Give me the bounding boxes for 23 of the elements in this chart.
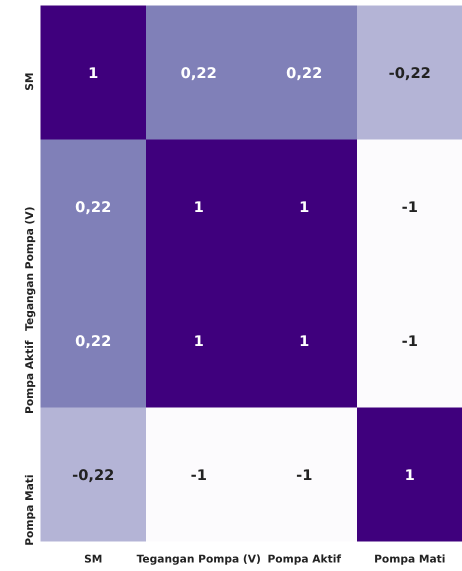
- data-label: 1: [299, 199, 310, 216]
- x-tick-label: Pompa Aktif: [268, 552, 342, 566]
- data-label: -1: [402, 199, 418, 216]
- data-label: -1: [402, 333, 418, 350]
- x-tick-label: Pompa Mati: [374, 552, 446, 566]
- data-label: -1: [190, 467, 207, 484]
- data-label: 0,22: [75, 199, 112, 216]
- data-label: 1: [404, 467, 415, 484]
- data-label: -1: [296, 467, 312, 484]
- data-label: 1: [194, 333, 204, 350]
- data-label: -0,22: [388, 65, 431, 82]
- y-tick-label: Pompa Aktif: [23, 340, 36, 414]
- y-tick-label: SM: [23, 72, 36, 91]
- x-tick-label: SM: [84, 552, 102, 566]
- data-label: 0,22: [180, 65, 217, 82]
- x-tick-label: Tegangan Pompa (V): [136, 552, 261, 566]
- y-tick-label: Tegangan Pompa (V): [23, 206, 36, 331]
- data-label: 0,22: [75, 333, 112, 350]
- data-label: -0,22: [72, 467, 114, 484]
- data-label: 1: [88, 65, 98, 82]
- data-label: 1: [194, 199, 204, 216]
- data-label: 1: [299, 333, 310, 350]
- data-label: 0,22: [286, 65, 322, 82]
